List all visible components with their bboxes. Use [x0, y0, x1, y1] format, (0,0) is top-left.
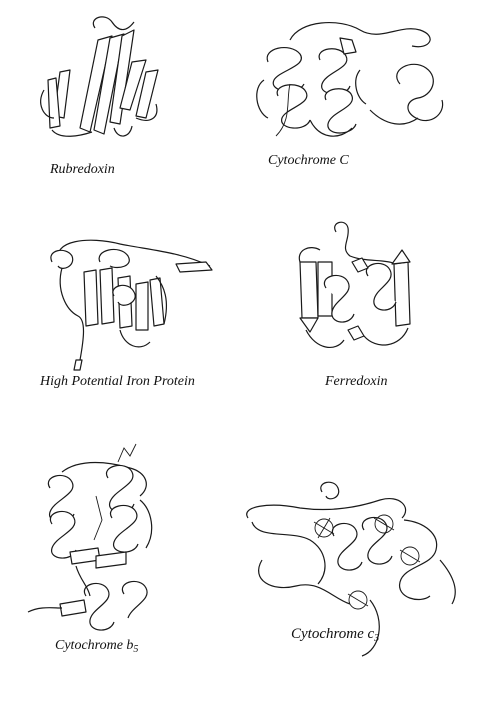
hipip-label: High Potential Iron Protein [40, 374, 195, 389]
cytochrome-c-ribbon [256, 21, 444, 137]
cytochrome-c3-subscript: 3 [374, 633, 380, 644]
rubredoxin-ribbon [40, 14, 159, 137]
rubredoxin-label: Rubredoxin [50, 162, 115, 177]
cytochrome-c-label: Cytochrome C [268, 153, 349, 168]
hipip-ribbon [50, 239, 213, 371]
cytochrome-c3-ribbon [246, 481, 456, 657]
cytochrome-c3-label: Cytochrome c3 [291, 626, 380, 644]
cytochrome-b5-subscript: 5 [133, 644, 139, 655]
ferredoxin-label: Ferredoxin [325, 374, 388, 389]
cytochrome-b5-ribbon [27, 443, 153, 631]
cytochrome-b5-label: Cytochrome b5 [55, 638, 139, 655]
ferredoxin-ribbon [298, 221, 411, 348]
